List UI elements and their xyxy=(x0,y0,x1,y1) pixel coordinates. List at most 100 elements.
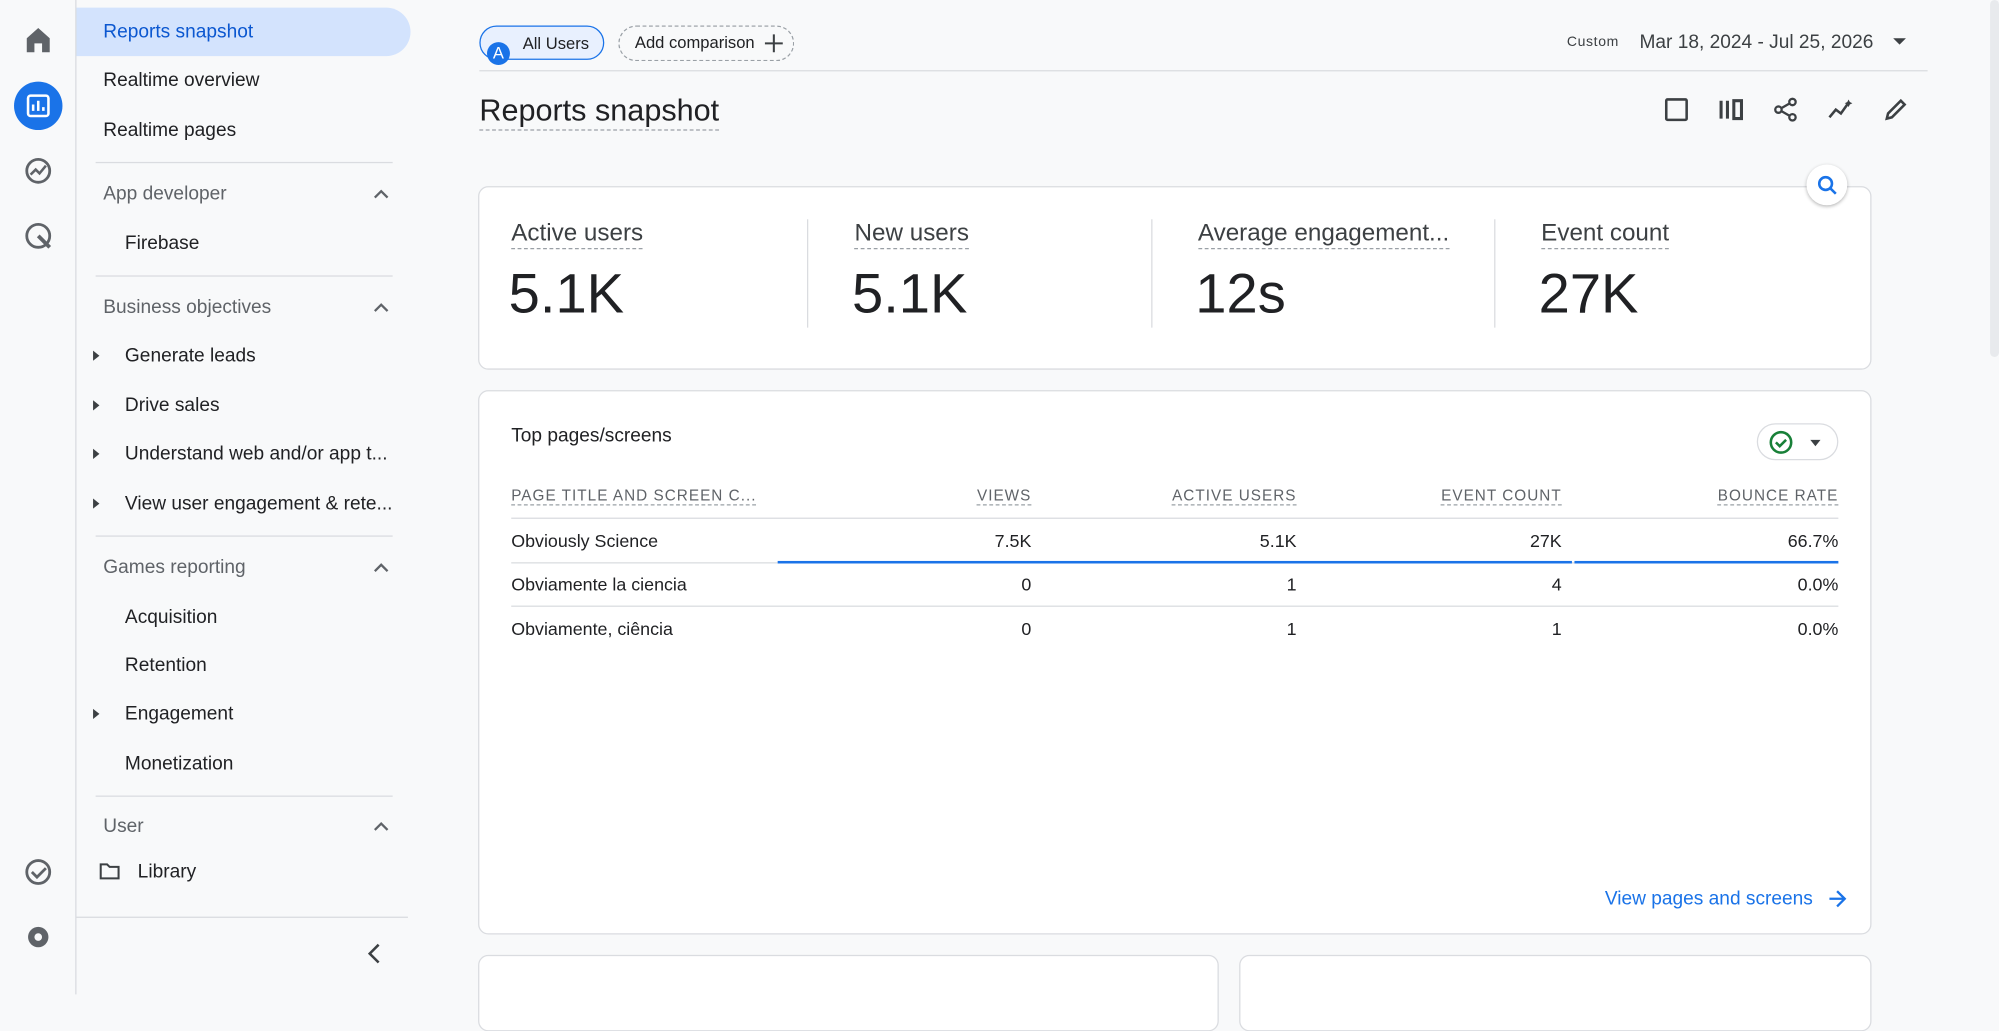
home-icon[interactable] xyxy=(26,28,50,53)
card xyxy=(1239,954,1872,1031)
active-item-bg[interactable] xyxy=(76,7,411,57)
expand-toggle[interactable] xyxy=(374,562,389,572)
nav-item[interactable]: Acquisition xyxy=(124,605,218,628)
metrics-card xyxy=(478,186,1872,370)
table-cell: 1 xyxy=(1551,617,1562,639)
metric-divider xyxy=(807,219,809,328)
date-range[interactable]: Mar 18, 2024 - Jul 25, 2026 xyxy=(1639,31,1874,53)
divider xyxy=(479,70,1928,72)
nav-item[interactable]: Retention xyxy=(124,654,207,677)
metric-value: 5.1K xyxy=(508,262,625,326)
column-header: VIEWS xyxy=(976,486,1032,506)
section-title[interactable]: User xyxy=(103,815,144,837)
nav-item-active[interactable]: Reports snapshot xyxy=(103,21,254,43)
page: Reports snapshot Realtime overview Realtim… xyxy=(14,0,1999,1031)
table-cell: 7.5K xyxy=(994,530,1032,551)
add-comparison[interactable]: Add comparison xyxy=(634,32,755,52)
metric-value: 12s xyxy=(1195,262,1286,326)
metric-label[interactable]: Active users xyxy=(511,220,644,250)
date-prefix: Custom xyxy=(1566,34,1619,50)
section-title[interactable]: Games reporting xyxy=(103,556,246,579)
divider xyxy=(76,916,408,918)
nav-item[interactable]: Realtime overview xyxy=(103,69,260,92)
expand-arrow[interactable] xyxy=(93,709,100,720)
collapse-button[interactable] xyxy=(367,943,382,964)
segment-label[interactable]: All Users xyxy=(522,33,590,53)
plus-icon[interactable] xyxy=(764,34,783,53)
compare-icon[interactable] xyxy=(1719,97,1744,122)
expand-arrow[interactable] xyxy=(93,400,100,411)
section-title[interactable]: Business objectives xyxy=(103,296,272,318)
expand-toggle[interactable] xyxy=(374,302,389,312)
metric-label[interactable]: Average engagement... xyxy=(1197,220,1450,250)
column-header: BOUNCE RATE xyxy=(1717,486,1839,506)
divider xyxy=(95,795,393,797)
metric-divider xyxy=(1150,219,1152,328)
insights-icon[interactable] xyxy=(1828,97,1853,122)
nav-rail xyxy=(14,28,63,948)
table-title: Top pages/screens xyxy=(511,425,672,447)
admin-check-icon[interactable] xyxy=(25,859,52,885)
search-insights[interactable] xyxy=(1806,164,1848,206)
table-card xyxy=(478,390,1872,935)
nav-item[interactable]: Generate leads xyxy=(124,345,256,368)
metric-divider xyxy=(1494,219,1496,328)
divider xyxy=(1574,560,1839,564)
row-label: Obviously Science xyxy=(511,530,659,551)
nav-item[interactable]: Library xyxy=(137,861,197,883)
table-cell: 0 xyxy=(1021,617,1032,639)
column-header: ACTIVE USERS xyxy=(1172,486,1297,506)
link-arrow[interactable] xyxy=(1828,890,1847,908)
divider xyxy=(95,161,393,164)
date-dropdown[interactable] xyxy=(1893,38,1906,45)
table-cell: 4 xyxy=(1551,574,1562,595)
rail-border xyxy=(75,0,77,995)
metric-value: 27K xyxy=(1538,262,1639,326)
divider xyxy=(777,560,1572,564)
nav-item[interactable]: Drive sales xyxy=(124,394,220,416)
nav-item[interactable]: View user engagement & rete... xyxy=(124,492,393,514)
nav-item[interactable]: Realtime pages xyxy=(103,118,237,141)
table-cell: 66.7% xyxy=(1787,530,1839,551)
expand-arrow[interactable] xyxy=(93,497,100,509)
divider xyxy=(511,605,1839,608)
row-label: Obviamente, ciência xyxy=(511,617,673,639)
divider xyxy=(95,535,393,537)
card xyxy=(478,954,1219,1031)
explore-icon[interactable] xyxy=(25,157,52,184)
table-cell: 0.0% xyxy=(1797,574,1839,595)
expand-arrow[interactable] xyxy=(93,351,100,362)
status-pill[interactable] xyxy=(1756,423,1839,461)
share-icon[interactable] xyxy=(1773,97,1798,122)
view-link[interactable]: View pages and screens xyxy=(1604,887,1813,910)
annotate-icon[interactable] xyxy=(1664,97,1689,122)
column-header: EVENT COUNT xyxy=(1441,486,1562,506)
column-header: PAGE TITLE AND SCREEN C... xyxy=(511,486,757,506)
customize-icon[interactable] xyxy=(1883,97,1908,122)
comparison-chip[interactable] xyxy=(618,25,795,62)
table-cell: 0 xyxy=(1021,574,1032,595)
advertising-icon[interactable] xyxy=(25,222,52,249)
nav-item[interactable]: Understand web and/or app t... xyxy=(124,443,388,465)
nav-item[interactable]: Engagement xyxy=(124,703,234,726)
table-cell: 0.0% xyxy=(1797,617,1839,639)
expand-arrow[interactable] xyxy=(93,448,100,460)
divider xyxy=(511,517,1839,519)
expand-toggle[interactable] xyxy=(374,821,389,831)
divider xyxy=(95,275,393,277)
metric-label[interactable]: Event count xyxy=(1541,220,1670,250)
metric-value: 5.1K xyxy=(851,262,968,326)
metric-label[interactable]: New users xyxy=(854,220,969,250)
expand-toggle[interactable] xyxy=(374,189,389,199)
nav-item[interactable]: Firebase xyxy=(124,232,200,254)
nav-item[interactable]: Monetization xyxy=(124,752,234,775)
app: Reports snapshot Realtime overview Realtim… xyxy=(14,0,1999,1031)
section-title[interactable]: App developer xyxy=(103,182,227,205)
table-cell: 1 xyxy=(1286,617,1297,639)
table-cell: 5.1K xyxy=(1259,530,1297,551)
table-cell: 27K xyxy=(1529,530,1562,551)
page-title: Reports snapshot xyxy=(479,94,720,131)
folder-icon[interactable] xyxy=(99,863,120,880)
scrollbar[interactable] xyxy=(1990,0,1999,357)
row-label: Obviamente la ciencia xyxy=(511,574,687,595)
